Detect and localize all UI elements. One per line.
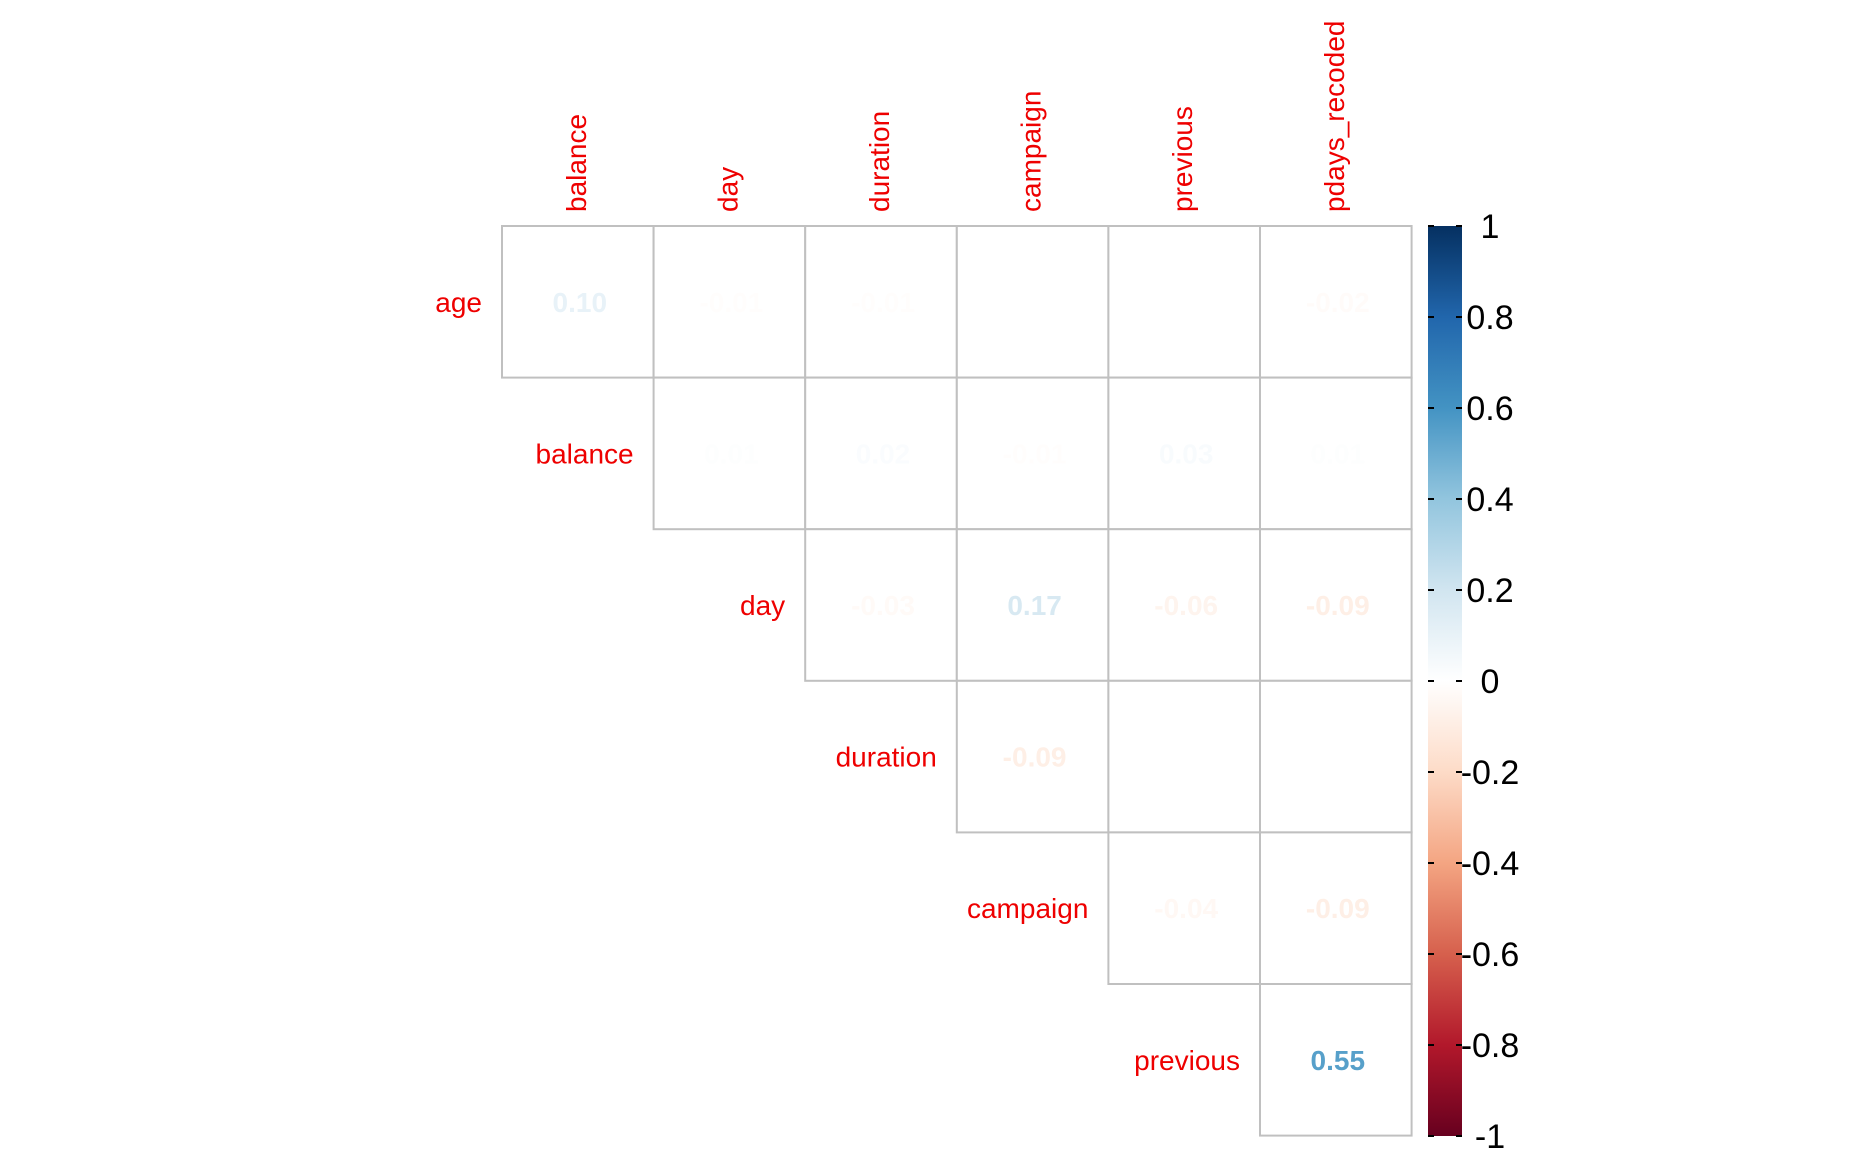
heatmap-cell — [1259, 528, 1413, 682]
heatmap-cell — [1259, 983, 1413, 1137]
column-label: pdays_recoded — [1319, 21, 1350, 212]
heatmap-cell — [1259, 225, 1413, 379]
cell-value-label: -0.04 — [1154, 893, 1218, 924]
cell-value-label: -0.09 — [1003, 742, 1067, 773]
cell-value-label: 0.10 — [553, 287, 608, 318]
heatmap-cell — [652, 225, 807, 379]
cell-value-label: 0.03 — [1159, 438, 1214, 469]
cell-value-label: 0.00 — [1159, 287, 1214, 318]
heatmap-cell — [955, 679, 1110, 834]
heatmap-cell — [1259, 831, 1413, 986]
colorbar-tick-label: 0.2 — [1466, 572, 1513, 610]
row-labels: age balance day duration campaign previous — [435, 287, 1240, 1076]
cell-value-label: 0.00 — [1159, 742, 1214, 773]
cell-value-label: 0.00 — [1311, 742, 1366, 773]
heatmap-cell — [652, 376, 807, 531]
colorbar-tick-label: 0 — [1481, 663, 1500, 701]
heatmap-grid — [501, 225, 1413, 1137]
colorbar-tick-label: -1 — [1475, 1118, 1505, 1152]
column-label: balance — [561, 114, 592, 212]
cell-value-label: 0.01 — [1311, 438, 1366, 469]
cell-value-label: -0.06 — [1154, 590, 1218, 621]
row-label: balance — [536, 438, 634, 469]
heatmap-cell — [1107, 376, 1262, 531]
colorbar-tick-label: 0.4 — [1466, 481, 1513, 519]
cell-value-label: 0.17 — [1007, 590, 1062, 621]
row-label: age — [435, 287, 482, 318]
heatmap-cell — [1259, 376, 1413, 531]
cell-value-label: -0.01 — [851, 287, 915, 318]
heatmap-cell — [804, 528, 958, 682]
cell-value-label: -0.03 — [851, 590, 915, 621]
colorbar-tick-label: -0.8 — [1461, 1027, 1520, 1065]
column-label: campaign — [1016, 91, 1047, 212]
row-label: campaign — [967, 893, 1088, 924]
heatmap-cell — [501, 225, 655, 379]
heatmap-cell — [804, 376, 958, 531]
cell-value-label: -0.01 — [1003, 438, 1067, 469]
row-label: previous — [1134, 1045, 1240, 1076]
colorbar-tick-label: 0.6 — [1466, 390, 1513, 428]
heatmap-cell — [804, 225, 958, 379]
cell-value-label: -0.09 — [1306, 893, 1370, 924]
heatmap-cell — [955, 528, 1110, 682]
cell-value-label: 0.02 — [856, 438, 911, 469]
cell-value-label: -0.09 — [1306, 590, 1370, 621]
cell-values: 0.10 -0.01 -0.01 0.00 0.00 -0.02 0.01 0.02 -0.01… — [553, 287, 1370, 1076]
heatmap-cell — [1107, 225, 1262, 379]
heatmap-cell — [955, 225, 1110, 379]
colorbar-tick-label: 0.8 — [1466, 299, 1513, 337]
heatmap-cell — [1107, 679, 1262, 834]
colorbar-tick-label: -0.2 — [1461, 754, 1520, 792]
cell-value-label: 0.01 — [704, 438, 759, 469]
heatmap-cell — [1259, 679, 1413, 834]
heatmap-cell — [1107, 831, 1262, 986]
column-labels: balance day duration campaign previous pdays_… — [561, 21, 1350, 212]
cell-value-label: 0.00 — [1007, 287, 1062, 318]
cell-value-label: -0.01 — [699, 287, 763, 318]
cell-value-label: -0.02 — [1306, 287, 1370, 318]
row-label: duration — [836, 742, 937, 773]
row-label: day — [740, 590, 785, 621]
colorbar-tick-label: -0.4 — [1461, 845, 1520, 883]
cell-value-label: 0.55 — [1311, 1045, 1366, 1076]
column-label: duration — [864, 111, 895, 212]
colorbar-tick-label: -0.6 — [1461, 936, 1520, 974]
colorbar: 1 0.8 0.6 0.4 0.2 0 -0.2 -0.4 -0.6 -0.8 -1 — [1428, 208, 1519, 1152]
colorbar-tick-label: 1 — [1481, 208, 1500, 246]
heatmap-cell — [1107, 528, 1262, 682]
column-label: day — [712, 167, 743, 212]
column-label: previous — [1167, 106, 1198, 212]
